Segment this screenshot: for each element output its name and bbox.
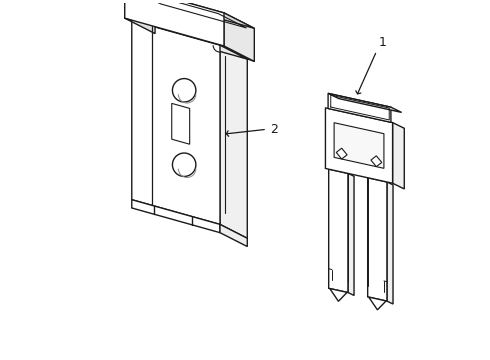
Text: 1: 1 — [379, 36, 387, 49]
Polygon shape — [371, 156, 382, 167]
Polygon shape — [125, 0, 224, 46]
Polygon shape — [368, 178, 387, 301]
Polygon shape — [328, 93, 402, 112]
Polygon shape — [220, 224, 247, 247]
Ellipse shape — [172, 153, 196, 176]
Ellipse shape — [172, 78, 196, 102]
Text: 2: 2 — [270, 123, 278, 136]
Polygon shape — [369, 297, 386, 310]
Polygon shape — [348, 174, 354, 296]
Polygon shape — [132, 200, 220, 233]
Polygon shape — [334, 123, 384, 168]
Polygon shape — [328, 93, 391, 122]
Polygon shape — [336, 148, 347, 159]
Polygon shape — [387, 182, 393, 304]
Polygon shape — [132, 21, 220, 224]
Polygon shape — [132, 21, 247, 59]
Polygon shape — [125, 0, 155, 33]
Polygon shape — [325, 108, 392, 183]
Polygon shape — [224, 13, 254, 62]
Polygon shape — [330, 289, 347, 301]
Polygon shape — [329, 169, 348, 293]
Polygon shape — [392, 122, 404, 189]
Polygon shape — [220, 45, 247, 238]
Polygon shape — [125, 0, 254, 28]
Polygon shape — [172, 103, 190, 144]
